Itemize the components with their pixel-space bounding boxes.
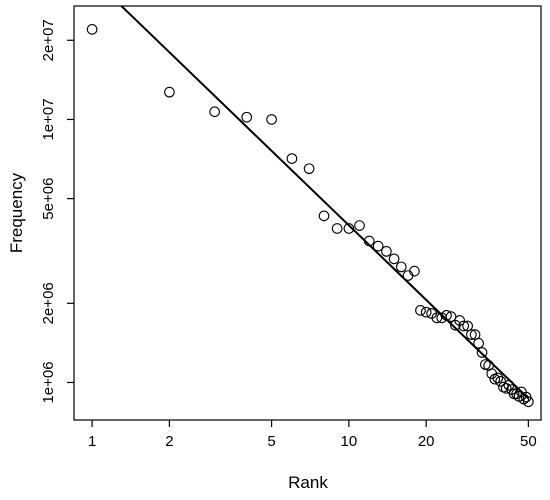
- data-point: [409, 265, 420, 277]
- data-point: [209, 106, 220, 118]
- data-point: [508, 388, 520, 400]
- x-axis-title: Rank: [288, 473, 328, 492]
- data-point: [381, 246, 392, 257]
- x-tick-label: 50: [520, 433, 537, 450]
- data-point: [266, 114, 277, 125]
- data-point: [164, 86, 175, 98]
- fit-line-series: [120, 5, 530, 400]
- x-tick-label: 2: [165, 433, 173, 450]
- data-point: [415, 305, 426, 316]
- data-point: [441, 309, 452, 321]
- y-axis-title: Frequency: [7, 172, 26, 253]
- data-point: [454, 315, 465, 326]
- y-tick-label: 1e+06: [40, 361, 57, 403]
- data-point: [431, 312, 443, 324]
- data-point: [343, 223, 355, 234]
- y-tick-label: 2e+07: [40, 19, 57, 61]
- data-point: [420, 306, 432, 318]
- x-tick-label: 10: [341, 433, 358, 450]
- x-tick-label: 20: [418, 433, 435, 450]
- data-point: [388, 253, 400, 265]
- y-axis: 1e+06 2e+06 5e+06 1e+07 2e+07: [40, 19, 74, 404]
- y-tick-label: 5e+06: [40, 178, 57, 220]
- data-point: [445, 311, 457, 322]
- data-point: [492, 372, 504, 384]
- fit-line: [120, 5, 530, 400]
- data-point: [86, 24, 98, 35]
- data-point: [372, 240, 384, 252]
- data-point: [354, 220, 365, 231]
- data-point: [476, 347, 488, 358]
- data-point: [500, 382, 512, 394]
- data-point: [331, 223, 343, 234]
- data-point: [395, 261, 407, 273]
- data-point: [462, 320, 473, 332]
- data-point: [363, 235, 375, 247]
- data-point: [318, 210, 330, 222]
- x-tick-label: 1: [88, 433, 96, 450]
- scatter-series: [86, 24, 534, 408]
- data-point: [511, 388, 522, 400]
- data-point: [458, 320, 470, 332]
- data-point: [286, 153, 298, 164]
- data-point: [473, 337, 484, 349]
- y-tick-label: 1e+07: [40, 98, 57, 140]
- data-point: [241, 111, 253, 123]
- data-point: [466, 329, 477, 340]
- plot-frame: [73, 5, 542, 421]
- data-point: [303, 163, 315, 175]
- data-point: [523, 396, 534, 408]
- x-axis: 1 2 5 10 20 50: [88, 420, 537, 450]
- y-tick-label: 2e+06: [40, 282, 57, 324]
- x-tick-label: 5: [267, 433, 275, 450]
